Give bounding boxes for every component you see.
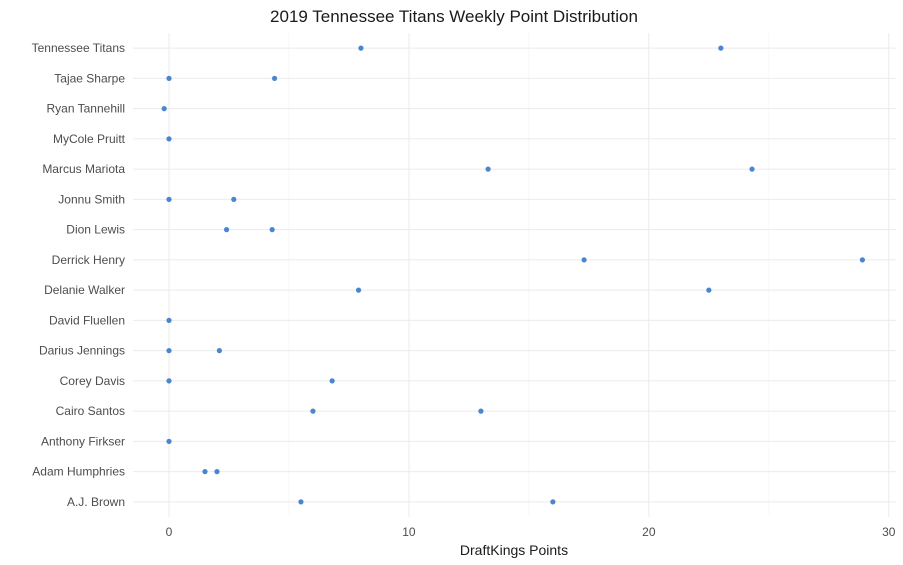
data-point — [706, 287, 712, 293]
y-tick-label: Adam Humphries — [32, 465, 125, 479]
data-point — [271, 75, 278, 81]
y-tick-label: Darius Jennings — [39, 344, 125, 358]
data-point — [485, 166, 491, 172]
data-point — [202, 469, 208, 475]
data-point — [355, 287, 362, 293]
data-point — [298, 499, 304, 505]
data-point — [214, 469, 220, 475]
y-tick-label: Tennessee Titans — [32, 41, 125, 55]
y-tick-label: Marcus Mariota — [42, 162, 125, 176]
grid — [133, 33, 896, 517]
x-axis-labels: 0 10 20 30 — [166, 525, 896, 539]
data-point — [166, 378, 172, 384]
y-tick-label: Dion Lewis — [66, 223, 125, 237]
data-point — [550, 499, 556, 505]
y-tick-label: Cairo Santos — [56, 404, 125, 418]
chart-title: 2019 Tennessee Titans Weekly Point Distr… — [270, 7, 638, 26]
x-tick-label: 20 — [642, 525, 656, 539]
x-axis-title: DraftKings Points — [460, 542, 568, 558]
data-point — [231, 196, 237, 202]
y-tick-label: Corey Davis — [60, 374, 125, 388]
data-point — [310, 408, 316, 414]
data-point — [749, 166, 755, 172]
y-tick-label: Anthony Firkser — [41, 434, 125, 448]
data-point — [859, 257, 866, 263]
data-point — [329, 378, 335, 384]
data-point — [161, 106, 167, 112]
y-tick-label: Tajae Sharpe — [54, 71, 125, 85]
data-point — [223, 227, 230, 233]
data-point — [581, 257, 587, 263]
x-tick-label: 10 — [402, 525, 416, 539]
data-point — [166, 136, 172, 142]
y-tick-label: David Fluellen — [49, 313, 125, 327]
data-point — [166, 348, 172, 354]
y-tick-label: Derrick Henry — [52, 253, 125, 267]
x-tick-label: 0 — [166, 525, 173, 539]
data-points — [161, 45, 866, 505]
y-tick-label: Delanie Walker — [44, 283, 125, 297]
data-point — [166, 317, 172, 323]
y-tick-label: Jonnu Smith — [58, 192, 125, 206]
y-tick-label: MyCole Pruitt — [53, 132, 126, 146]
data-point — [269, 227, 275, 233]
data-point — [166, 75, 172, 81]
data-point — [166, 438, 172, 444]
y-tick-label: A.J. Brown — [67, 495, 125, 509]
data-point — [478, 408, 484, 414]
data-point — [358, 45, 364, 51]
y-axis-labels: Tennessee Titans Tajae Sharpe Ryan Tannehi… — [32, 41, 126, 509]
data-point — [166, 196, 172, 202]
data-point — [718, 45, 724, 51]
y-tick-label: Ryan Tannehill — [47, 102, 126, 116]
x-tick-label: 30 — [882, 525, 896, 539]
data-point — [216, 348, 222, 354]
